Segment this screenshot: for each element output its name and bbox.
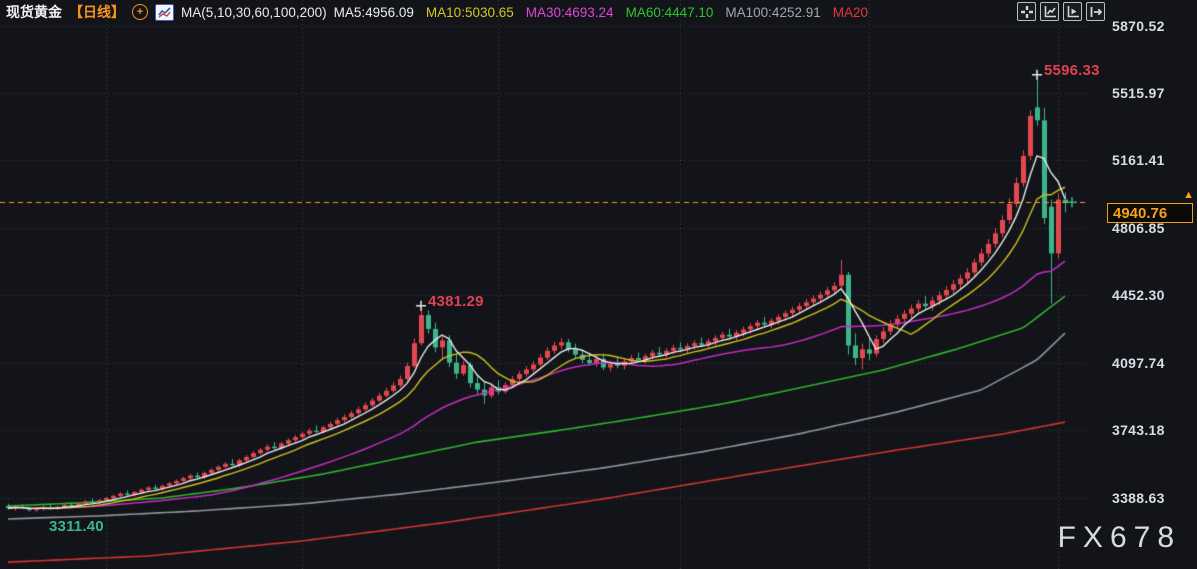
price-annotation: 5596.33 bbox=[1044, 61, 1100, 79]
current-price-label: 4940.76 bbox=[1107, 203, 1193, 223]
chart-type-icon[interactable] bbox=[155, 3, 174, 21]
axis-tick-label: 4097.74 bbox=[1112, 354, 1165, 371]
price-annotation: 3311.40 bbox=[49, 518, 104, 536]
axis-tick-label: 3388.63 bbox=[1112, 489, 1165, 506]
axis-tick-label: 5870.52 bbox=[1112, 17, 1165, 34]
axis-tick-label: 5161.41 bbox=[1112, 152, 1165, 169]
ma-params-label: MA(5,10,30,60,100,200) bbox=[181, 4, 327, 20]
symbol-title: 现货黄金 bbox=[6, 4, 62, 20]
chart-toolbar bbox=[1017, 2, 1105, 21]
ma-legend-item-4: MA100:4252.91 bbox=[725, 4, 821, 20]
ma-legend-item-1: MA10:5030.65 bbox=[425, 4, 514, 20]
axis-tick-label: 4452.30 bbox=[1112, 287, 1165, 304]
ma-legend-item-0: MA5:4956.09 bbox=[333, 4, 414, 20]
ma-legend-item-5: MA20 bbox=[832, 4, 869, 20]
ma-legend: MA5:4956.09 MA10:5030.65 MA30:4693.24 MA60:… bbox=[334, 5, 868, 20]
axis-chart-icon[interactable] bbox=[1040, 2, 1059, 21]
axis-tick-label: 5515.97 bbox=[1112, 84, 1165, 101]
add-indicator-icon[interactable]: + bbox=[132, 4, 148, 20]
chart-header: 现货黄金 【日线】 + MA(5,10,30,60,100,200) MA5:4… bbox=[6, 2, 868, 22]
axis-tick-label: 3743.18 bbox=[1112, 422, 1165, 439]
axis-tick-label: 4806.85 bbox=[1112, 219, 1165, 236]
ma-legend-item-3: MA60:4447.10 bbox=[625, 4, 714, 20]
ma-legend-item-2: MA30:4693.24 bbox=[525, 4, 614, 20]
watermark-logo: FX678 bbox=[1057, 521, 1181, 554]
price-annotation: 4381.29 bbox=[428, 292, 484, 310]
exit-arrow-icon[interactable] bbox=[1086, 2, 1105, 21]
crosshair-icon[interactable] bbox=[1017, 2, 1036, 21]
timeframe-label[interactable]: 【日线】 bbox=[69, 4, 125, 20]
price-up-arrow-icon: ▲ bbox=[1183, 189, 1194, 201]
axis-play-icon[interactable] bbox=[1063, 2, 1082, 21]
